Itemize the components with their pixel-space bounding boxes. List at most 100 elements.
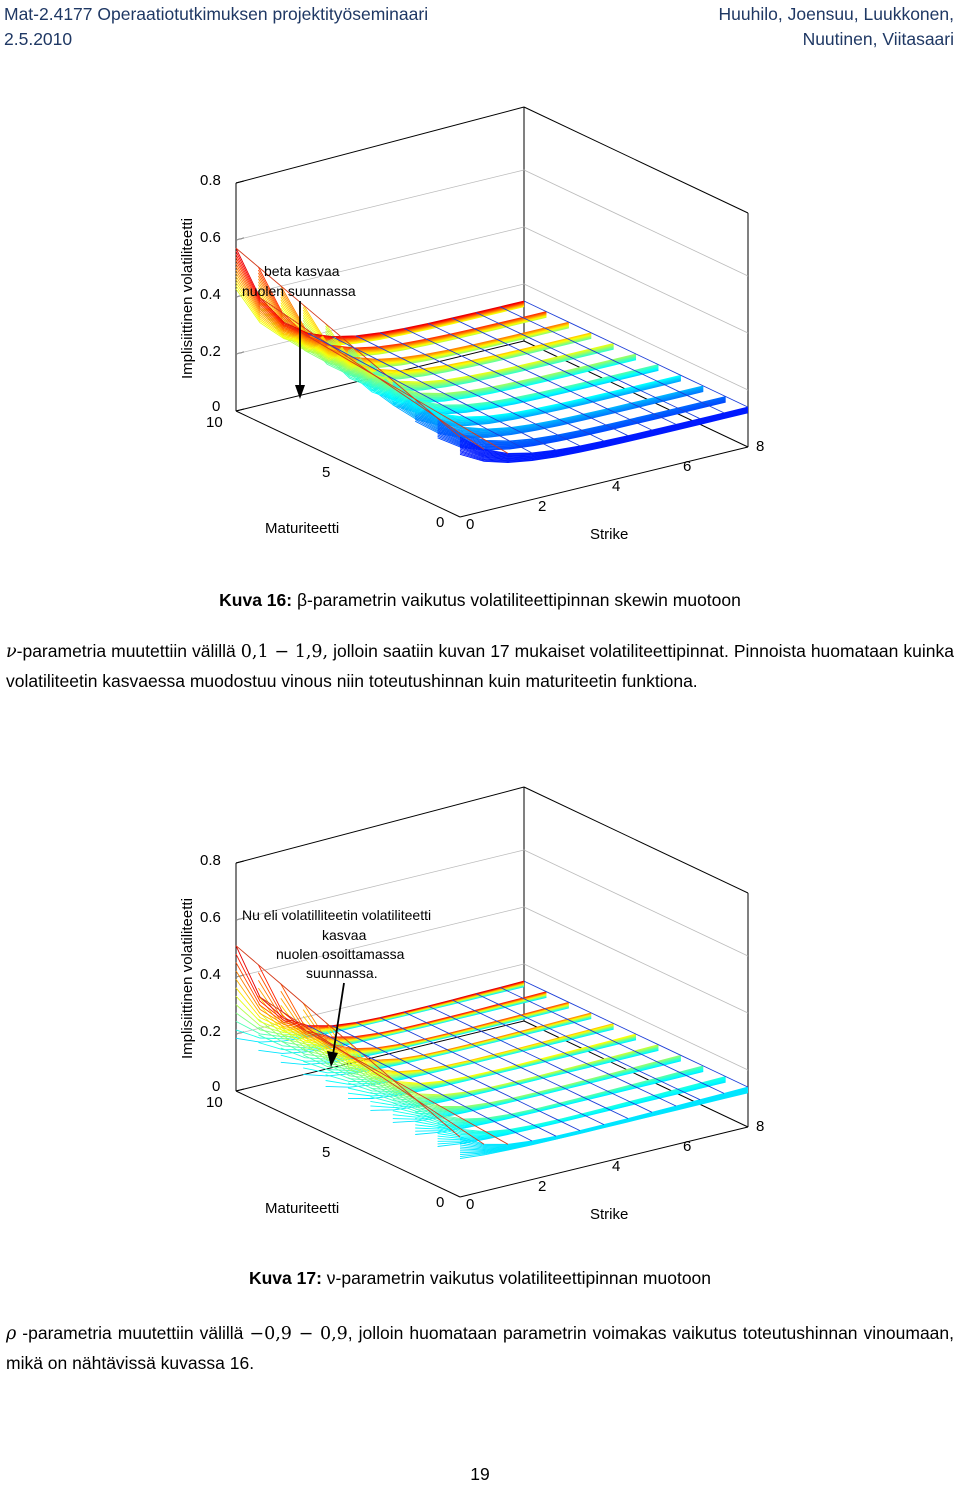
axes-box	[235, 106, 749, 518]
surface-line	[258, 272, 547, 350]
z-tick-0.6: 0.6	[200, 909, 221, 926]
surface-line	[347, 353, 637, 398]
surface-line	[370, 367, 659, 411]
caption-label: Kuva 16:	[219, 590, 293, 610]
surface-line	[307, 332, 533, 454]
caption-text: β-parametrin vaikutus volatiliteettipinn…	[292, 590, 741, 610]
surface-line	[283, 1018, 509, 1145]
figure-17-surface	[235, 945, 749, 1159]
surface-line	[258, 284, 547, 353]
surface-line	[459, 411, 749, 463]
z-tick-0.2: 0.2	[200, 343, 221, 360]
x-tick-6: 6	[683, 1138, 691, 1155]
paragraph-1: ν-parametria muutettiin välillä 0,1 − 1,…	[6, 637, 954, 696]
surface-line	[355, 335, 581, 447]
surface-line	[427, 1005, 653, 1113]
surface-line	[403, 1011, 629, 1119]
surface-line	[302, 325, 592, 377]
range-expression: 0,1 − 1,9,	[240, 642, 329, 662]
authors-line-1: Huuhilo, Joensuu, Luukkonen,	[718, 4, 954, 24]
x-axis-label: Strike	[590, 526, 628, 543]
surface-line	[499, 306, 725, 414]
surface-line	[258, 278, 547, 352]
x-tick-2: 2	[538, 1178, 546, 1195]
surface-line	[302, 320, 592, 375]
surface-line	[235, 254, 525, 339]
y-tick-0: 0	[436, 1194, 444, 1211]
figure-16-caption: Kuva 16: β-parametrin vaikutus volatilit…	[0, 590, 960, 611]
z-tick-0.4: 0.4	[200, 966, 221, 983]
surface-line	[403, 327, 629, 437]
x-tick-8: 8	[756, 438, 764, 455]
y-tick-0: 0	[436, 514, 444, 531]
x-tick-6: 6	[683, 458, 691, 475]
figure-16-plot: 0.8 0.6 0.4 0.2 0 10 5 0 0 2 4 6 8 Strik…	[179, 106, 764, 543]
figure-16: 0.8 0.6 0.4 0.2 0 10 5 0 0 2 4 6 8 Strik…	[0, 95, 960, 555]
surface-line	[437, 397, 726, 444]
surface-line	[280, 291, 569, 362]
z-tick-0.6: 0.6	[200, 229, 221, 246]
surface-line	[414, 388, 704, 434]
surface-line	[283, 322, 509, 454]
y-tick-10: 10	[206, 414, 223, 431]
annotation-line-1: Nu eli volatilliteetin volatiliteetti	[242, 907, 431, 923]
z-tick-0: 0	[212, 398, 220, 415]
figure-16-surface	[235, 247, 749, 463]
surface-line	[259, 996, 485, 1145]
surface-line	[280, 307, 569, 365]
surface-line	[280, 302, 569, 364]
x-tick-4: 4	[612, 1158, 620, 1175]
x-tick-0: 0	[466, 1196, 474, 1213]
surface-line	[235, 945, 461, 1138]
paragraph-text: -parametria muutettiin välillä	[16, 1323, 250, 1343]
surface-line	[235, 263, 525, 341]
z-axis-label: Implisiittinen volatiliteetti	[179, 898, 196, 1059]
surface-line	[235, 953, 525, 1028]
surface-line	[475, 993, 701, 1101]
surface-line	[427, 322, 653, 431]
surface-line	[437, 400, 726, 449]
surface-line	[235, 282, 525, 345]
surface-line	[307, 1025, 533, 1142]
surface-line	[499, 986, 725, 1094]
surface-line	[379, 332, 605, 442]
course-title: Mat-2.4177 Operaatiotutkimuksen projekti…	[4, 4, 429, 24]
x-tick-2: 2	[538, 498, 546, 515]
header-date: 2.5.2010	[4, 29, 73, 49]
annotation-line-1: beta kasvaa	[264, 263, 340, 279]
z-axis-label: Implisiittinen volatiliteetti	[179, 218, 196, 379]
y-axis-label: Maturiteetti	[265, 520, 339, 537]
surface-line	[258, 293, 547, 355]
surface-line	[437, 396, 726, 443]
surface-line	[414, 390, 704, 437]
range-expression: −0,9 − 0,9	[249, 1324, 348, 1344]
surface-line	[331, 336, 557, 451]
paragraph-text: , jolloin huomataan parametrin voimakas …	[6, 1323, 955, 1373]
surface-line	[258, 299, 547, 356]
surface-line	[414, 386, 704, 432]
surface-line	[235, 983, 525, 1033]
annotation-line-3: nuolen osoittamassa	[276, 946, 405, 962]
y-tick-5: 5	[322, 1144, 330, 1161]
running-header-left: Mat-2.4177 Operaatiotutkimuksen projekti…	[4, 2, 428, 52]
surface-line	[258, 305, 547, 358]
surface-line	[459, 407, 749, 456]
nu-symbol: ν	[6, 642, 17, 662]
surface-line	[392, 375, 681, 419]
authors-line-2: Nuutinen, Viitasaari	[802, 29, 954, 49]
surface-line	[523, 980, 749, 1088]
surface-line	[280, 316, 569, 367]
z-tick-0.8: 0.8	[200, 172, 221, 189]
surface-line	[523, 300, 749, 408]
surface-line	[235, 269, 525, 342]
surface-line	[379, 1017, 605, 1126]
annotation-arrow	[327, 982, 345, 1067]
surface-line	[280, 296, 569, 363]
surface-line	[302, 307, 592, 372]
annotation-line-2: nuolen suunnassa	[242, 283, 356, 299]
caption-label: Kuva 17:	[248, 1268, 322, 1288]
x-axis-label: Strike	[590, 1206, 628, 1223]
annotation-arrow	[295, 301, 305, 399]
z-tick-0.2: 0.2	[200, 1023, 221, 1040]
x-tick-8: 8	[756, 1118, 764, 1135]
